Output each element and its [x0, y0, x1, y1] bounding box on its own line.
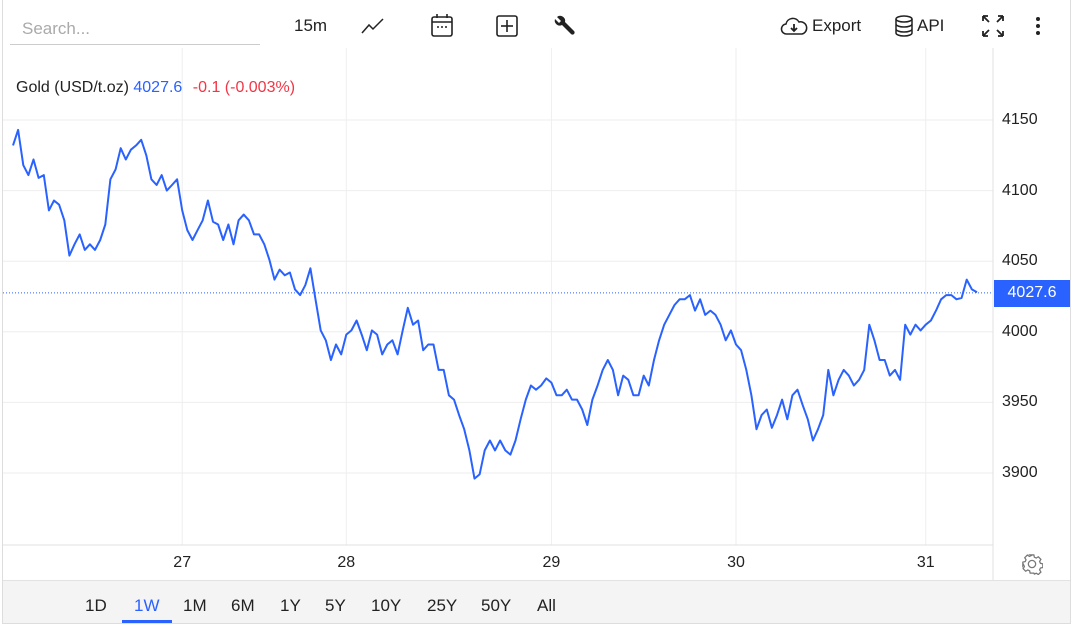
x-tick-label: 30	[727, 554, 745, 571]
range-6m[interactable]: 6M	[231, 596, 255, 615]
range-1d[interactable]: 1D	[85, 596, 107, 615]
price-chart[interactable]	[0, 0, 1073, 580]
y-tick-label: 3900	[1002, 464, 1038, 481]
chart-type-button[interactable]	[360, 12, 386, 40]
range-25y[interactable]: 25Y	[427, 596, 458, 615]
range-1w[interactable]: 1W	[122, 596, 172, 623]
database-icon	[895, 15, 913, 37]
more-menu-button[interactable]	[1030, 12, 1046, 40]
instrument-name: Gold (USD/t.oz)	[16, 79, 129, 96]
export-button[interactable]: Export	[780, 12, 861, 40]
export-label: Export	[812, 16, 862, 35]
wrench-icon	[554, 15, 575, 35]
chart-legend: Gold (USD/t.oz) 4027.6 -0.1 (-0.003%)	[16, 79, 295, 97]
add-indicator-button[interactable]	[495, 12, 519, 40]
range-1y[interactable]: 1Y	[280, 596, 301, 615]
api-button[interactable]: API	[894, 12, 944, 40]
date-range-button[interactable]	[430, 12, 454, 40]
cloud-download-icon	[780, 17, 808, 35]
y-tick-label: 4150	[1002, 111, 1038, 128]
range-all[interactable]: All	[537, 596, 556, 615]
plus-square-icon	[496, 15, 518, 37]
x-tick-label: 31	[916, 554, 935, 571]
line-chart-icon	[361, 18, 384, 34]
range-5y[interactable]: 5Y	[325, 596, 346, 615]
y-tick-label: 3950	[1002, 393, 1038, 411]
last-price-label: 4027.6	[994, 279, 1070, 307]
fullscreen-icon	[982, 15, 1004, 37]
y-tick-label: 4100	[1002, 181, 1038, 199]
fullscreen-button[interactable]	[980, 12, 1006, 40]
price-line-series	[12, 128, 978, 480]
settings-tools-button[interactable]	[553, 12, 577, 40]
interval-label: 15m	[294, 16, 328, 35]
range-1m[interactable]: 1M	[183, 596, 207, 615]
calendar-icon	[431, 14, 453, 37]
range-selector: 1D 1W 1M 6M 1Y 5Y 10Y 25Y 50Y All	[3, 580, 1070, 623]
y-tick-label: 4000	[1002, 322, 1038, 340]
interval-button[interactable]: 15m	[294, 12, 327, 40]
gear-icon[interactable]	[1021, 553, 1043, 575]
last-price: 4027.6	[133, 79, 183, 96]
x-tick-label: 27	[173, 554, 192, 571]
x-tick-label: 28	[337, 554, 356, 571]
range-50y[interactable]: 50Y	[481, 596, 512, 615]
x-tick-label: 29	[542, 554, 561, 571]
more-vertical-icon	[1036, 17, 1040, 35]
api-label: API	[917, 16, 945, 35]
range-10y[interactable]: 10Y	[371, 596, 402, 615]
search-input[interactable]	[10, 14, 260, 45]
price-change: -0.1 (-0.003%)	[192, 79, 296, 96]
y-tick-label: 4050	[1002, 252, 1038, 270]
